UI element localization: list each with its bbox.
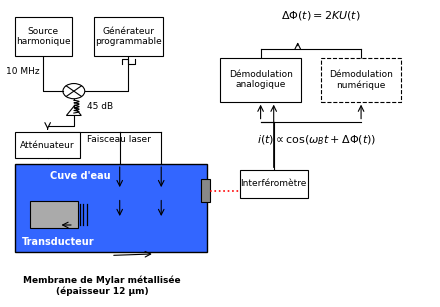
FancyBboxPatch shape (94, 17, 163, 56)
Text: Démodulation
analogique: Démodulation analogique (229, 70, 293, 89)
FancyBboxPatch shape (201, 179, 210, 202)
Text: 45 dB: 45 dB (87, 102, 113, 111)
FancyBboxPatch shape (30, 201, 78, 228)
Text: Démodulation
numérique: Démodulation numérique (329, 70, 393, 90)
Text: $i(t) \propto \cos\!\left(\omega_B t + \Delta\Phi(t)\right)$: $i(t) \propto \cos\!\left(\omega_B t + \… (257, 133, 376, 147)
Text: 10 MHz: 10 MHz (6, 67, 40, 76)
FancyBboxPatch shape (321, 58, 401, 102)
FancyBboxPatch shape (15, 132, 81, 158)
Text: $\Delta\Phi(t) = 2KU(t)$: $\Delta\Phi(t) = 2KU(t)$ (281, 9, 360, 21)
Polygon shape (66, 106, 81, 115)
FancyBboxPatch shape (15, 164, 207, 252)
Text: Atténuateur: Atténuateur (20, 141, 75, 150)
Text: Membrane de Mylar métallisée
(épaisseur 12 µm): Membrane de Mylar métallisée (épaisseur … (23, 276, 181, 296)
Text: Générateur
programmable: Générateur programmable (95, 27, 162, 46)
Text: Transducteur: Transducteur (22, 237, 95, 247)
Text: Faisceau laser: Faisceau laser (87, 135, 151, 144)
Text: Interféromètre: Interféromètre (241, 179, 307, 188)
FancyBboxPatch shape (15, 17, 72, 56)
Text: Source
harmonique: Source harmonique (16, 27, 70, 46)
Text: Cuve d'eau: Cuve d'eau (50, 171, 111, 181)
FancyBboxPatch shape (220, 58, 301, 102)
FancyBboxPatch shape (240, 170, 308, 198)
